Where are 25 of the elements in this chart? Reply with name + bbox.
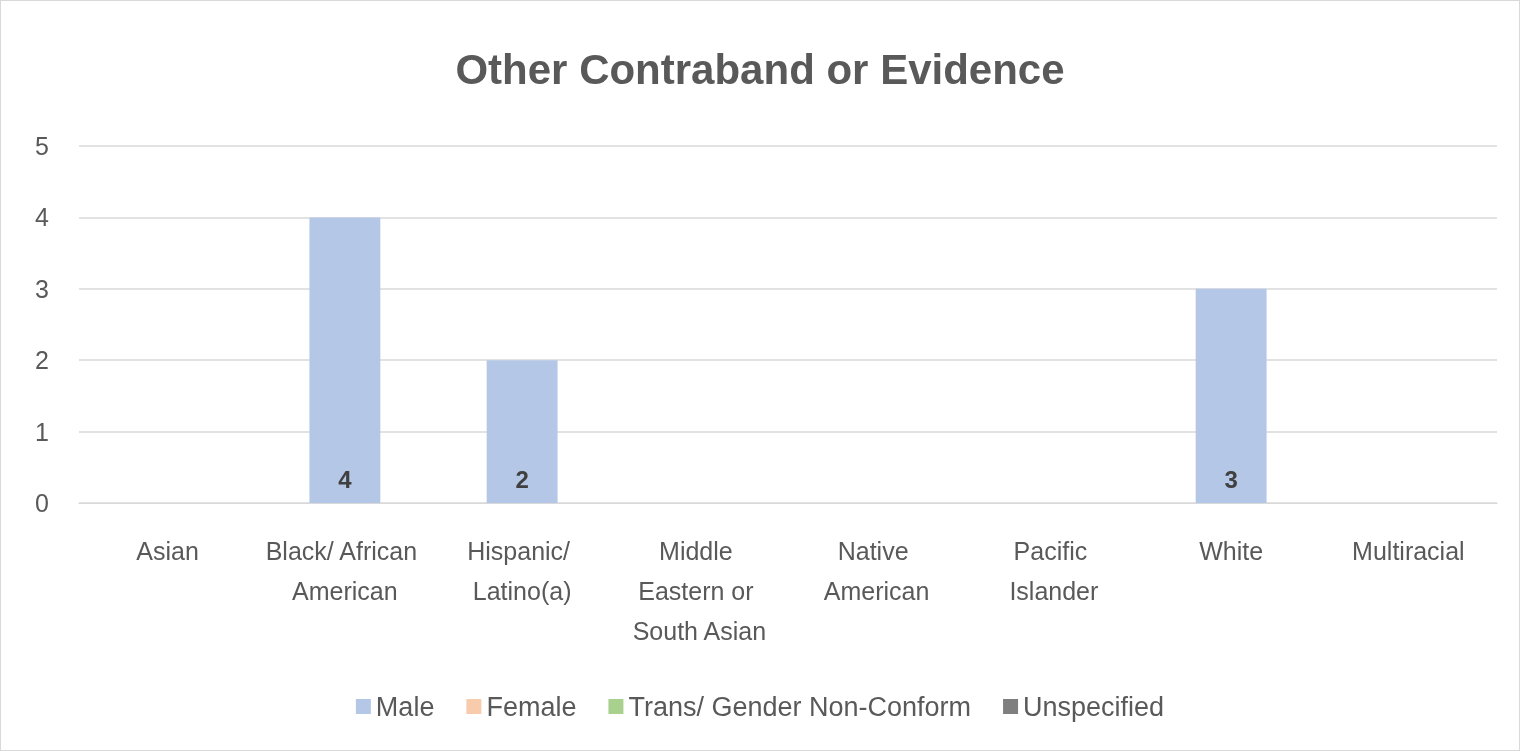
legend-label: Female: [486, 691, 577, 722]
x-tick-label: Native American: [823, 537, 930, 605]
bar: [1195, 288, 1267, 503]
x-tick-label: Hispanic/ Latino(a): [467, 537, 578, 605]
x-tick-label: Middle Eastern or South Asian: [632, 537, 767, 645]
bar: [486, 360, 558, 503]
y-tick-label: 1: [35, 417, 49, 446]
bar: [309, 217, 381, 503]
x-tick-label: White: [1199, 537, 1264, 565]
data-label: 4: [338, 465, 353, 493]
y-tick-label: 3: [35, 274, 49, 303]
x-tick-label: Black/ African American: [265, 537, 425, 605]
legend-label: Male: [375, 691, 435, 722]
x-tick-label: Pacific Islander: [1009, 537, 1099, 605]
data-label: 2: [515, 465, 529, 493]
y-tick-label: 0: [35, 489, 49, 517]
y-tick-label: 5: [35, 132, 49, 160]
legend-label: Trans/ Gender Non-Conform: [628, 691, 972, 722]
x-tick-label: Asian: [136, 537, 199, 565]
data-label: 3: [1224, 465, 1238, 493]
x-tick-label: Multiracial: [1352, 537, 1465, 565]
chart-title: Other Contraband or Evidence: [455, 45, 1065, 93]
y-tick-label: 2: [35, 346, 49, 375]
legend-label: Unspecified: [1023, 691, 1165, 722]
y-tick-label: 4: [35, 203, 50, 232]
